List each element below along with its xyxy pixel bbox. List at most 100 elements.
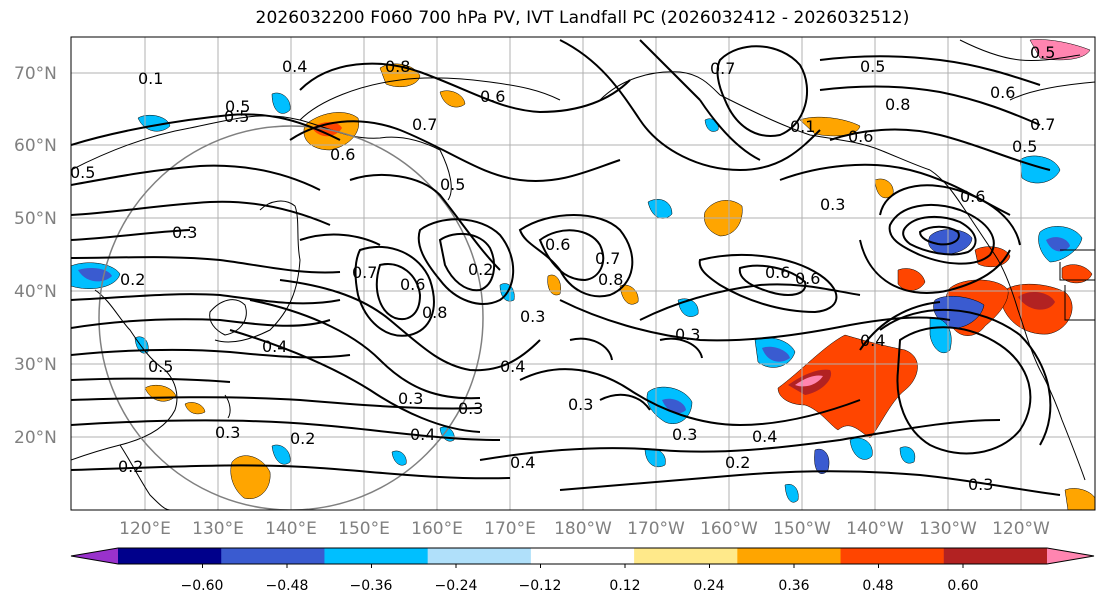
colorbar-tick-label: −0.12 [519, 578, 562, 594]
contour-label: 0.7 [412, 115, 437, 134]
colorbar-tick-label: −0.60 [181, 578, 224, 594]
lon-label: 120°E [119, 519, 171, 539]
colorbar-labels: −0.60 −0.48 −0.36 −0.24 −0.12 0.12 0.24 … [181, 578, 979, 594]
contour-labels: 0.1 0.4 0.5 0.6 0.5 0.5 0.3 0.3 0.2 0.4 … [70, 43, 1055, 494]
contour-label: 0.8 [885, 95, 910, 114]
colorbar-segment [324, 548, 429, 564]
lon-label: 180°W [554, 519, 612, 539]
lon-label: 170°E [484, 519, 536, 539]
negative-anomaly [391, 450, 407, 466]
contour-label: 0.4 [860, 331, 885, 350]
contour-label: 0.3 [458, 399, 483, 418]
contour-label: 0.5 [224, 107, 249, 126]
lat-label: 40°N [14, 282, 57, 302]
contour-label: 0.2 [120, 270, 145, 289]
negative-anomaly [677, 298, 699, 317]
contour-label: 0.3 [568, 395, 593, 414]
positive-anomaly [439, 90, 466, 108]
colorbar-tick-label: 0.48 [862, 578, 893, 594]
pv-contours [71, 39, 1061, 496]
contour-label: 0.5 [148, 357, 173, 376]
contour-label: 0.7 [1030, 115, 1055, 134]
lat-label: 30°N [14, 355, 57, 375]
lon-label: 130°E [192, 519, 244, 539]
contour-label: 0.4 [752, 427, 777, 446]
lon-label: 140°E [265, 519, 317, 539]
contour-label: 0.4 [410, 425, 435, 444]
negative-anomaly [849, 437, 873, 460]
negative-anomaly [1046, 237, 1070, 252]
contour-label: 0.5 [70, 163, 95, 182]
lat-label: 50°N [14, 209, 57, 229]
great-circle [98, 125, 484, 510]
colorbar-extend-min [71, 548, 118, 564]
contour-label: 0.5 [1030, 43, 1055, 62]
map-title: 2026032200 F060 700 hPa PV, IVT Landfall… [255, 8, 910, 28]
positive-anomaly [184, 402, 206, 415]
negative-anomaly [662, 398, 686, 414]
contour-label: 0.2 [118, 457, 143, 476]
contour-label: 0.6 [795, 269, 820, 288]
contour-label: 0.1 [790, 117, 815, 136]
contour-label: 0.3 [215, 423, 240, 442]
negative-anomaly [647, 199, 673, 219]
positive-anomaly [1064, 488, 1095, 510]
lat-label: 70°N [14, 64, 57, 84]
contour-label: 0.6 [480, 87, 505, 106]
contour-label: 0.4 [510, 453, 535, 472]
contour-label: 0.1 [138, 69, 163, 88]
contour-label: 0.6 [848, 127, 873, 146]
contour-label: 0.3 [675, 325, 700, 344]
contour-label: 0.6 [545, 235, 570, 254]
lon-label: 130°W [919, 519, 977, 539]
contour-label: 0.3 [968, 475, 993, 494]
colorbar-tick-label: −0.36 [350, 578, 393, 594]
positive-anomaly [777, 334, 918, 439]
contour-label: 0.3 [172, 223, 197, 242]
contour-label: 0.4 [262, 337, 287, 356]
positive-anomaly [799, 116, 861, 137]
negative-anomaly [271, 444, 291, 465]
lat-label: 20°N [14, 428, 57, 448]
lon-label: 160°W [700, 519, 758, 539]
negative-anomaly [814, 448, 830, 474]
negative-anomaly [1019, 155, 1061, 184]
contour-label: 0.3 [398, 389, 423, 408]
lon-label: 150°W [773, 519, 831, 539]
positive-anomaly [547, 274, 561, 296]
colorbar-segment [943, 548, 1048, 564]
lat-label: 60°N [14, 136, 57, 156]
negative-anomaly [271, 92, 291, 114]
contour-label: 0.2 [468, 260, 493, 279]
colorbar-segment [118, 548, 222, 564]
contour-label: 0.7 [352, 263, 377, 282]
contour-label: 0.5 [225, 97, 250, 116]
contour-label: 0.8 [385, 57, 410, 76]
contour-label: 0.2 [725, 453, 750, 472]
contour-label: 0.6 [400, 275, 425, 294]
positive-anomaly [619, 284, 639, 305]
contour-label: 0.5 [860, 57, 885, 76]
colorbar-segment [530, 548, 635, 564]
contour-label: 0.6 [765, 263, 790, 282]
latitude-labels: 70°N 60°N 50°N 40°N 30°N 20°N [14, 64, 57, 448]
colorbar-tick-label: 0.60 [947, 578, 978, 594]
positive-anomaly [897, 268, 926, 291]
lon-label: 140°W [846, 519, 904, 539]
colorbar-outline [70, 547, 1095, 565]
longitude-labels: 120°E 130°E 140°E 150°E 160°E 170°E 180°… [119, 519, 1050, 539]
negative-anomaly [762, 346, 790, 362]
colorbar-tick-label: −0.24 [435, 578, 478, 594]
colorbar-extend-max [1047, 548, 1094, 564]
lon-label: 120°W [992, 519, 1050, 539]
contour-label: 0.4 [282, 57, 307, 76]
colorbar-tick-label: −0.48 [266, 578, 309, 594]
contour-label: 0.3 [520, 307, 545, 326]
positive-anomaly [1018, 291, 1055, 310]
map-frame [70, 36, 1096, 511]
contour-label: 0.7 [710, 59, 735, 78]
contour-label: 0.8 [598, 270, 623, 289]
colorbar-segment [737, 548, 842, 564]
lon-label: 160°E [411, 519, 463, 539]
